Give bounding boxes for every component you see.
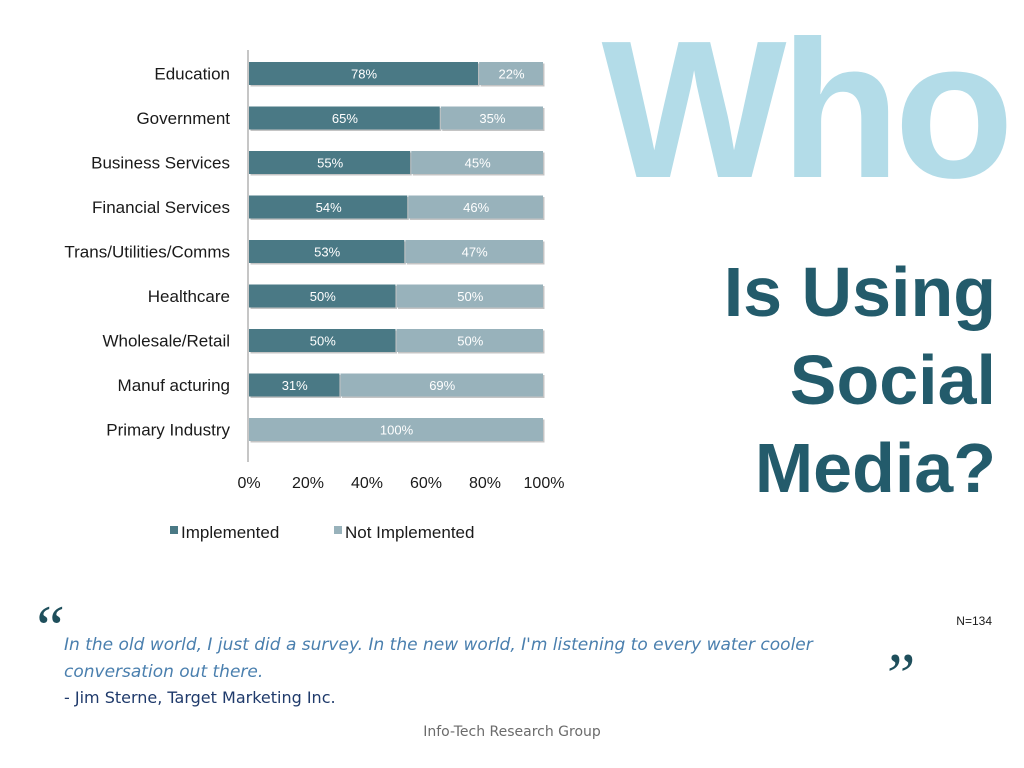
close-quote-mark: ” <box>880 640 916 711</box>
bar-value-label: 55% <box>317 156 343 171</box>
bar-value-label: 78% <box>351 67 377 82</box>
category-label: Manuf acturing <box>118 376 230 395</box>
bar-value-label: 50% <box>457 289 483 304</box>
quote-author: - Jim Sterne, Target Marketing Inc. <box>64 688 336 707</box>
bar-value-label: 69% <box>429 378 455 393</box>
footer-credit: Info-Tech Research Group <box>423 724 601 740</box>
bar-segment <box>249 418 543 441</box>
bar-segment <box>396 284 543 308</box>
bar-value-label: 45% <box>465 156 491 171</box>
bar-segment <box>440 106 543 130</box>
bar-value-label: 22% <box>499 67 525 82</box>
bar-segment <box>249 284 396 308</box>
bar-segment <box>249 240 405 263</box>
x-tick-label: 20% <box>292 475 324 492</box>
bar-value-label: 46% <box>463 200 489 215</box>
x-axis-tick-labels: 0% 20% 40% 60% 80% 100% <box>237 475 564 492</box>
x-tick-label: 0% <box>237 475 260 492</box>
bar-value-label: 35% <box>479 111 505 126</box>
category-labels: Education Government Business Services Fina… <box>64 65 230 440</box>
bar-segment <box>411 151 543 174</box>
category-label: Financial Services <box>92 198 230 217</box>
legend-label: Not Implemented <box>345 523 474 542</box>
bar-segment <box>249 329 396 352</box>
x-tick-label: 40% <box>351 475 383 492</box>
bars: 78% 22% 65% 35% 55% 45% 54% 46% 53% 47% 50% 50% 50% 5… <box>249 62 545 443</box>
bar-segment <box>405 240 543 263</box>
legend-swatch <box>334 526 342 534</box>
quote-text: In the old world, I just did a survey. I… <box>64 635 813 682</box>
bar-value-label: 50% <box>310 289 336 304</box>
bar-segment <box>479 62 543 85</box>
open-quote-mark: “ <box>30 592 66 663</box>
category-label: Government <box>136 109 230 128</box>
bar-segment <box>340 373 543 397</box>
category-label: Healthcare <box>148 287 230 306</box>
bar-segment <box>396 329 543 352</box>
category-label: Education <box>154 65 230 84</box>
x-tick-label: 60% <box>410 475 442 492</box>
subtitle-line-1: Is Using <box>723 253 996 331</box>
bar-segment <box>249 151 411 174</box>
subtitle-line-3: Media? <box>754 429 996 507</box>
legend-label: Implemented <box>181 523 279 542</box>
bar-value-label: 47% <box>462 245 488 260</box>
category-label: Primary Industry <box>106 421 230 440</box>
category-label: Business Services <box>91 154 230 173</box>
title-subtitle: Is Using Social Media? <box>724 248 996 512</box>
sample-size-note: N=134 <box>956 614 992 628</box>
stacked-bar-chart: Education Government Business Services Fina… <box>64 50 564 542</box>
bar-segment <box>249 106 440 130</box>
subtitle-line-2: Social <box>789 341 996 419</box>
x-tick-label: 80% <box>469 475 501 492</box>
chart-legend: Implemented Not Implemented <box>170 523 474 542</box>
title-who: Who <box>601 0 1014 219</box>
category-label: Wholesale/Retail <box>102 332 230 351</box>
category-label: Trans/Utilities/Comms <box>64 243 230 262</box>
x-tick-label: 100% <box>524 475 565 492</box>
bar-segment <box>408 195 543 219</box>
bar-value-label: 50% <box>457 334 483 349</box>
bar-segment <box>249 373 340 397</box>
bar-segment <box>249 62 479 85</box>
bar-segment <box>249 195 408 219</box>
bar-value-label: 100% <box>380 423 414 438</box>
bar-value-label: 50% <box>310 334 336 349</box>
bar-value-label: 54% <box>316 200 342 215</box>
legend-swatch <box>170 526 178 534</box>
bar-value-label: 53% <box>314 245 340 260</box>
bar-value-label: 31% <box>282 378 308 393</box>
bar-value-label: 65% <box>332 111 358 126</box>
